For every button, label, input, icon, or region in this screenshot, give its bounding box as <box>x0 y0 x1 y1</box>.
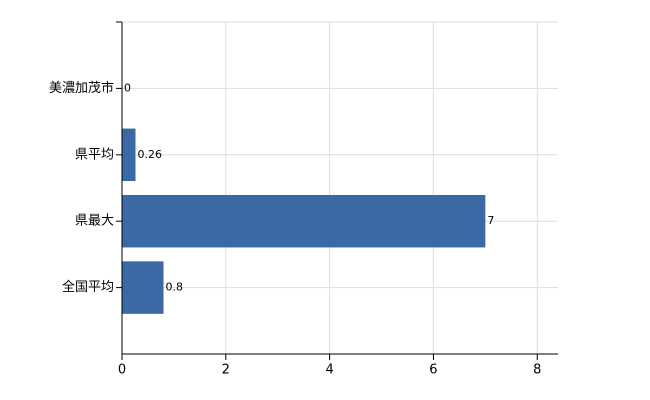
x-tick-label: 6 <box>429 363 437 378</box>
x-tick-label: 0 <box>118 363 126 378</box>
value-label: 0 <box>124 81 131 94</box>
bar <box>122 128 136 182</box>
x-tick-label: 2 <box>222 363 230 378</box>
value-label: 7 <box>487 214 494 227</box>
x-tick-label: 4 <box>325 363 333 378</box>
y-tick-label: 県平均 <box>75 147 114 162</box>
bar <box>122 194 486 248</box>
y-tick-label: 県最大 <box>75 214 114 229</box>
y-tick-label: 全国平均 <box>62 279 114 295</box>
value-label: 0.8 <box>166 281 184 294</box>
y-tick-label: 美濃加茂市 <box>49 80 114 96</box>
value-label: 0.26 <box>137 148 162 161</box>
x-tick-label: 8 <box>533 363 541 378</box>
bar <box>122 261 164 314</box>
